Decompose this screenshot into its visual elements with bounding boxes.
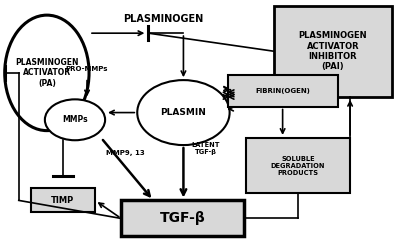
Text: SOLUBLE
DEGRADATION
PRODUCTS: SOLUBLE DEGRADATION PRODUCTS bbox=[271, 156, 325, 175]
FancyBboxPatch shape bbox=[31, 188, 95, 212]
Text: MMPs: MMPs bbox=[62, 115, 88, 124]
Ellipse shape bbox=[45, 99, 105, 140]
Text: PLASMINOGEN
ACTIVATOR
(PA): PLASMINOGEN ACTIVATOR (PA) bbox=[15, 58, 79, 88]
Text: MMP9, 13: MMP9, 13 bbox=[106, 151, 145, 157]
Text: PLASMINOGEN
ACTIVATOR
INHIBITOR
(PAI): PLASMINOGEN ACTIVATOR INHIBITOR (PAI) bbox=[299, 31, 368, 71]
Text: PRO-MMPs: PRO-MMPs bbox=[66, 66, 108, 72]
FancyBboxPatch shape bbox=[228, 75, 338, 106]
Ellipse shape bbox=[137, 80, 230, 145]
FancyBboxPatch shape bbox=[121, 200, 244, 236]
Text: LATENT
TGF-β: LATENT TGF-β bbox=[191, 142, 220, 155]
FancyBboxPatch shape bbox=[274, 6, 392, 97]
FancyBboxPatch shape bbox=[246, 138, 350, 193]
Text: FIBRIN(OGEN): FIBRIN(OGEN) bbox=[256, 88, 310, 94]
Ellipse shape bbox=[5, 15, 89, 131]
Text: PLASMINOGEN: PLASMINOGEN bbox=[123, 14, 204, 24]
Text: TGF-β: TGF-β bbox=[160, 212, 205, 226]
Text: PLASMIN: PLASMIN bbox=[160, 108, 206, 117]
Text: TIMP: TIMP bbox=[51, 196, 75, 205]
